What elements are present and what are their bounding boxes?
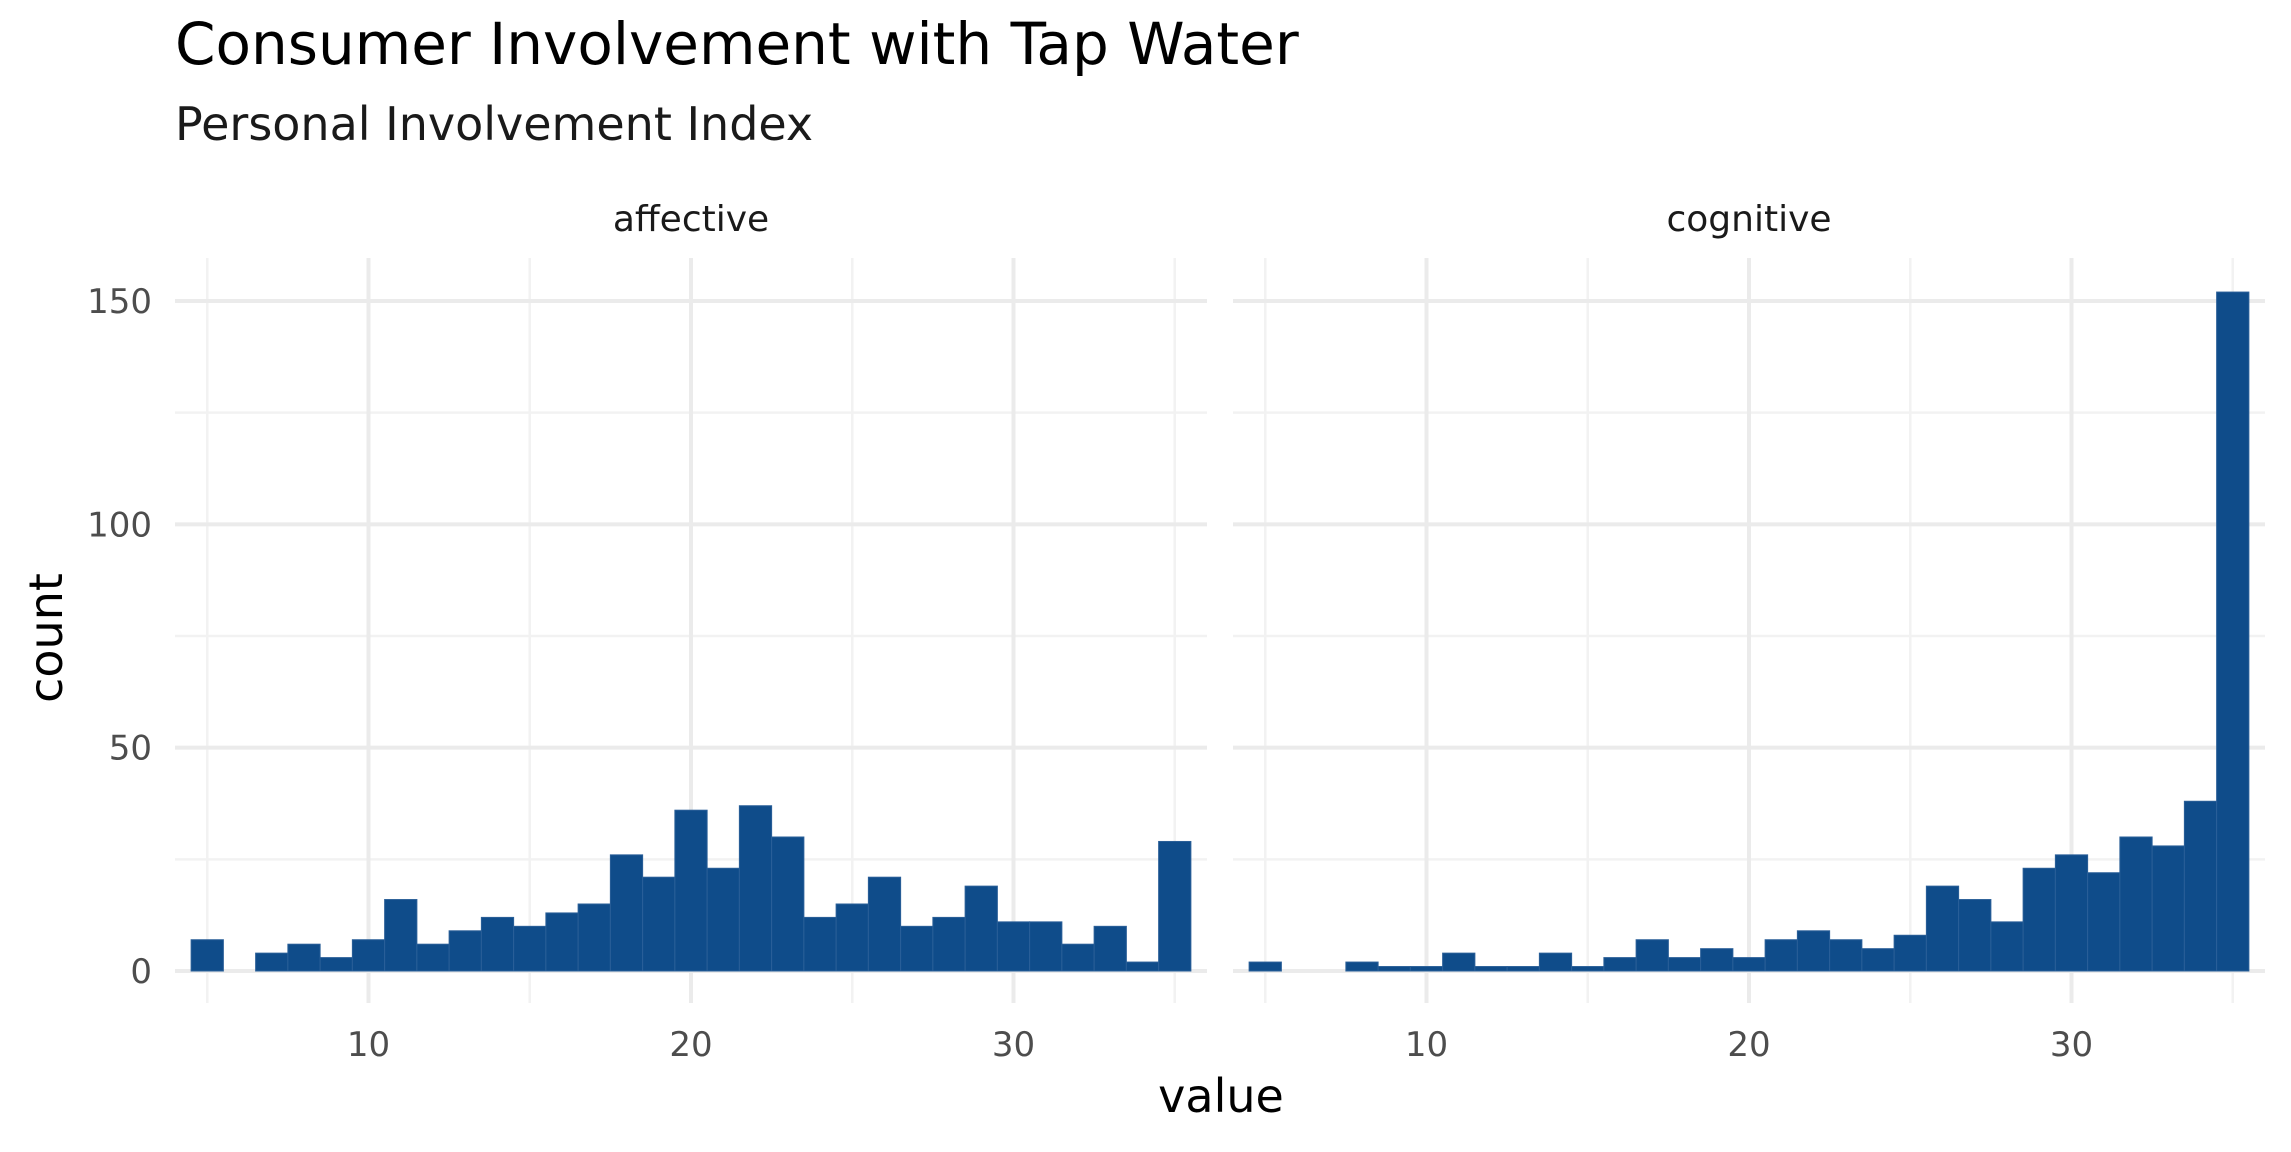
histogram-bar <box>771 836 805 972</box>
x-tick-labels: 10 20 30 <box>1405 1025 2093 1065</box>
histogram-bar <box>835 903 869 972</box>
y-axis-title: count <box>19 573 73 703</box>
y-tick-label: 100 <box>87 505 152 545</box>
histogram-bar <box>513 925 547 972</box>
histogram-bar <box>1925 885 1960 972</box>
histogram-bar <box>1829 939 1863 972</box>
histogram-bar <box>287 943 321 972</box>
histogram-bar <box>2216 291 2250 972</box>
histogram-bar <box>480 916 515 972</box>
histogram-bar <box>2119 836 2153 972</box>
histogram-bar <box>2054 854 2089 972</box>
y-tick-label: 150 <box>87 282 152 322</box>
histogram-bar <box>2087 872 2121 972</box>
histogram-bar <box>448 930 482 972</box>
histogram-bar <box>1732 957 1766 972</box>
histogram-bar <box>1603 957 1637 972</box>
x-tick-label: 20 <box>1727 1025 1770 1065</box>
histogram-bar <box>2022 867 2056 972</box>
histogram-bar <box>1409 966 1444 972</box>
histogram-bar <box>1893 934 1927 972</box>
chart-subtitle: Personal Involvement Index <box>175 97 813 151</box>
histogram-bar <box>384 899 418 972</box>
histogram-bar <box>738 805 773 972</box>
x-tick-label: 10 <box>347 1025 390 1065</box>
histogram-bar <box>1474 966 1508 972</box>
panel-cognitive: cognitive 10 20 30 <box>1233 199 2265 1065</box>
histogram-bar <box>545 912 579 972</box>
histogram-bar <box>1861 948 1895 972</box>
panel-bars <box>1248 291 2250 972</box>
histogram-bar <box>1700 948 1734 972</box>
histogram-bar <box>1029 921 1063 972</box>
histogram-bar <box>1764 939 1798 972</box>
x-tick-labels: 10 20 30 <box>347 1025 1035 1065</box>
histogram-bar <box>609 854 644 972</box>
panel-affective: affective 10 20 30 <box>175 199 1207 1065</box>
histogram-bar <box>1125 961 1160 972</box>
histogram-bar <box>706 867 740 972</box>
histogram-bar <box>964 885 998 972</box>
histogram-bar <box>1061 943 1095 972</box>
histogram-bar <box>351 939 386 972</box>
histogram-bar <box>577 903 611 972</box>
histogram-bar <box>1506 966 1540 972</box>
histogram-bar <box>1442 952 1476 972</box>
histogram-bar <box>1538 952 1573 972</box>
histogram-bar <box>319 957 353 972</box>
histogram-bar <box>803 916 837 972</box>
histogram-bar <box>1990 921 2024 972</box>
x-tick-label: 30 <box>992 1025 1035 1065</box>
histogram-bar <box>1635 939 1669 972</box>
histogram-bar <box>416 943 450 972</box>
histogram-bar <box>2183 800 2218 972</box>
histogram-bar <box>1667 957 1702 972</box>
y-tick-label: 50 <box>109 729 152 769</box>
histogram-bar <box>674 809 708 972</box>
histogram-bar <box>1093 925 1127 972</box>
histogram-bar <box>190 939 224 972</box>
histogram-bar <box>996 921 1031 972</box>
x-tick-label: 20 <box>669 1025 712 1065</box>
histogram-bar <box>642 876 676 972</box>
histogram-bar <box>1158 840 1192 972</box>
panel-strip-label: cognitive <box>1666 199 1831 240</box>
x-tick-label: 30 <box>2050 1025 2093 1065</box>
panel-bars <box>190 805 1192 972</box>
panel-strip-label: affective <box>613 199 769 240</box>
y-tick-label: 0 <box>130 952 152 992</box>
x-axis-title: value <box>1158 1069 1284 1123</box>
histogram-bar <box>1248 961 1282 972</box>
histogram-bar <box>1796 930 1831 972</box>
histogram-bar <box>255 952 289 972</box>
histogram-bar <box>1377 966 1411 972</box>
histogram-bar <box>1571 966 1605 972</box>
histogram-bar <box>1345 961 1379 972</box>
y-tick-labels: 0 50 100 150 <box>87 282 152 992</box>
histogram-bar <box>867 876 902 972</box>
x-tick-label: 10 <box>1405 1025 1448 1065</box>
histogram-bar <box>1958 899 1992 972</box>
histogram-bar <box>932 916 966 972</box>
histogram-bar <box>2151 845 2185 972</box>
chart-title: Consumer Involvement with Tap Water <box>175 10 1299 78</box>
histogram-bar <box>900 925 934 972</box>
